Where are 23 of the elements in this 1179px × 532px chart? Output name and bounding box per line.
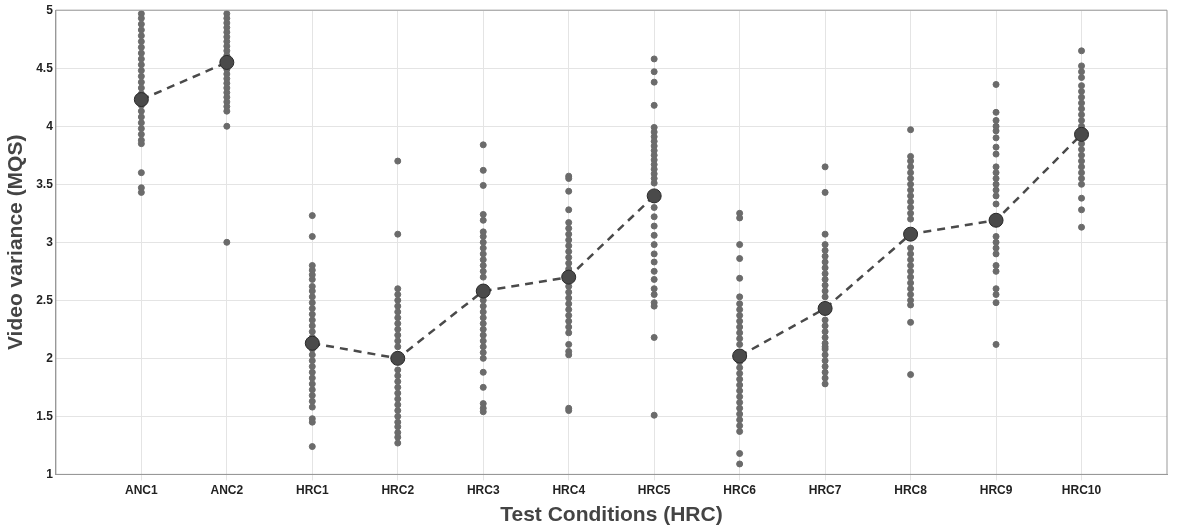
- x-tick-label: HRC5: [637, 482, 671, 497]
- x-axis-title: Test Conditions (HRC): [500, 502, 723, 526]
- y-tick-label: 1: [46, 466, 54, 481]
- y-tick-label: 4: [46, 118, 54, 133]
- y-tick-label: 4.5: [36, 60, 54, 75]
- x-tick-label: HRC8: [894, 482, 928, 497]
- x-tick-label: HRC3: [466, 482, 500, 497]
- y-tick-label: 5: [46, 2, 54, 17]
- x-tick-label: HRC6: [723, 482, 757, 497]
- y-tick-label: 3: [46, 234, 54, 249]
- y-axis-title: Video variance (MQS): [3, 134, 27, 351]
- x-tick-label: HRC7: [808, 482, 842, 497]
- y-tick-label: 2: [46, 350, 54, 365]
- y-tick-label: 3.5: [36, 176, 54, 191]
- x-tick-label: HRC1: [295, 482, 329, 497]
- x-tick-label: HRC2: [381, 482, 415, 497]
- x-tick-label: ANC1: [125, 482, 159, 497]
- x-tick-label: HRC4: [552, 482, 586, 497]
- x-tick-label: HRC10: [1061, 482, 1102, 497]
- x-tick-label: HRC9: [979, 482, 1013, 497]
- x-tick-label: ANC2: [210, 482, 244, 497]
- y-tick-label: 2.5: [36, 292, 54, 307]
- y-tick-label: 1.5: [36, 408, 54, 423]
